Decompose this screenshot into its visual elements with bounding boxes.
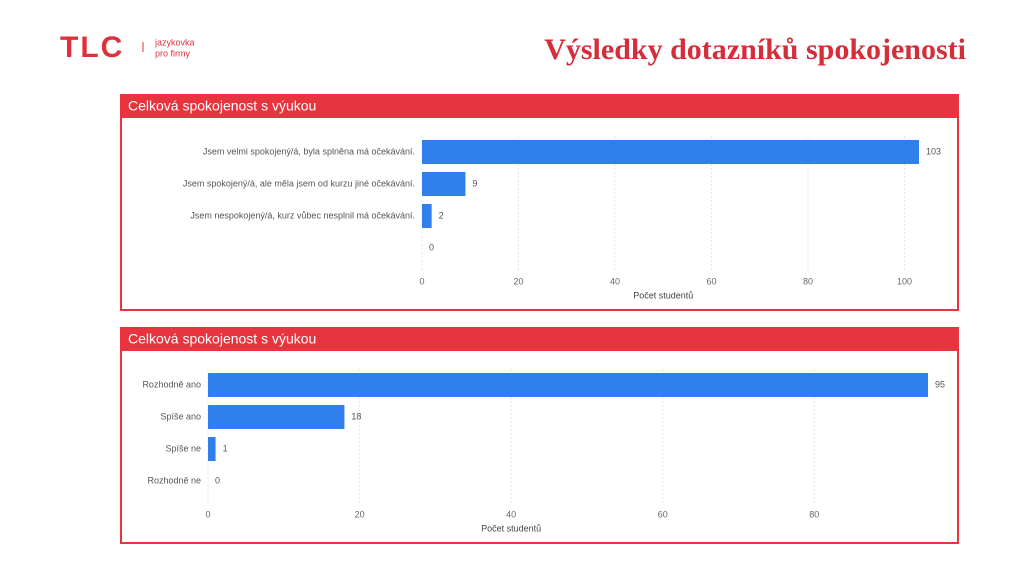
value-label: 2 — [439, 210, 444, 220]
x-tick-label: 40 — [610, 276, 620, 286]
panel-header — [121, 95, 958, 118]
value-label: 0 — [429, 242, 434, 252]
category-label: Spíše ano — [160, 411, 201, 421]
value-label: 95 — [935, 379, 945, 389]
x-tick-label: 40 — [506, 509, 516, 519]
bar — [422, 140, 919, 164]
category-label: Jsem velmi spokojený/á, byla splněna má … — [203, 146, 415, 156]
x-tick-label: 0 — [419, 276, 424, 286]
chart-title: Celková spokojenost s výukou — [128, 331, 316, 347]
x-tick-label: 20 — [355, 509, 365, 519]
bar — [422, 172, 466, 196]
category-label: Spíše ne — [165, 443, 201, 453]
category-label: Rozhodně ne — [147, 475, 201, 485]
x-axis-label: Počet studentů — [633, 290, 693, 300]
logo: TLC — [60, 31, 124, 64]
category-label: Rozhodně ano — [142, 379, 201, 389]
value-label: 18 — [351, 411, 361, 421]
tagline: jazykovka — [154, 37, 195, 47]
value-label: 0 — [215, 475, 220, 485]
bar — [208, 373, 928, 397]
category-label: Jsem nespokojený/á, kurz vůbec nesplnil … — [190, 210, 415, 220]
x-tick-label: 0 — [205, 509, 210, 519]
bar — [208, 437, 216, 461]
value-label: 9 — [472, 178, 477, 188]
bar — [422, 204, 432, 228]
value-label: 1 — [223, 443, 228, 453]
slide-title: Výsledky dotazníků spokojenosti — [544, 33, 966, 66]
panel — [120, 94, 959, 311]
x-tick-label: 80 — [809, 509, 819, 519]
x-tick-label: 20 — [513, 276, 523, 286]
x-axis-label: Počet studentů — [481, 523, 541, 533]
category-label: Jsem spokojený/á, ale měla jsem od kurzu… — [183, 178, 415, 188]
tagline: pro firmy — [155, 48, 191, 58]
panel — [120, 327, 959, 544]
x-tick-label: 60 — [707, 276, 717, 286]
value-label: 103 — [926, 146, 941, 156]
x-tick-label: 80 — [803, 276, 813, 286]
panel-header — [121, 328, 958, 351]
bar — [208, 405, 345, 429]
x-tick-label: 60 — [658, 509, 668, 519]
x-tick-label: 100 — [897, 276, 912, 286]
chart-title: Celková spokojenost s výukou — [128, 98, 316, 114]
